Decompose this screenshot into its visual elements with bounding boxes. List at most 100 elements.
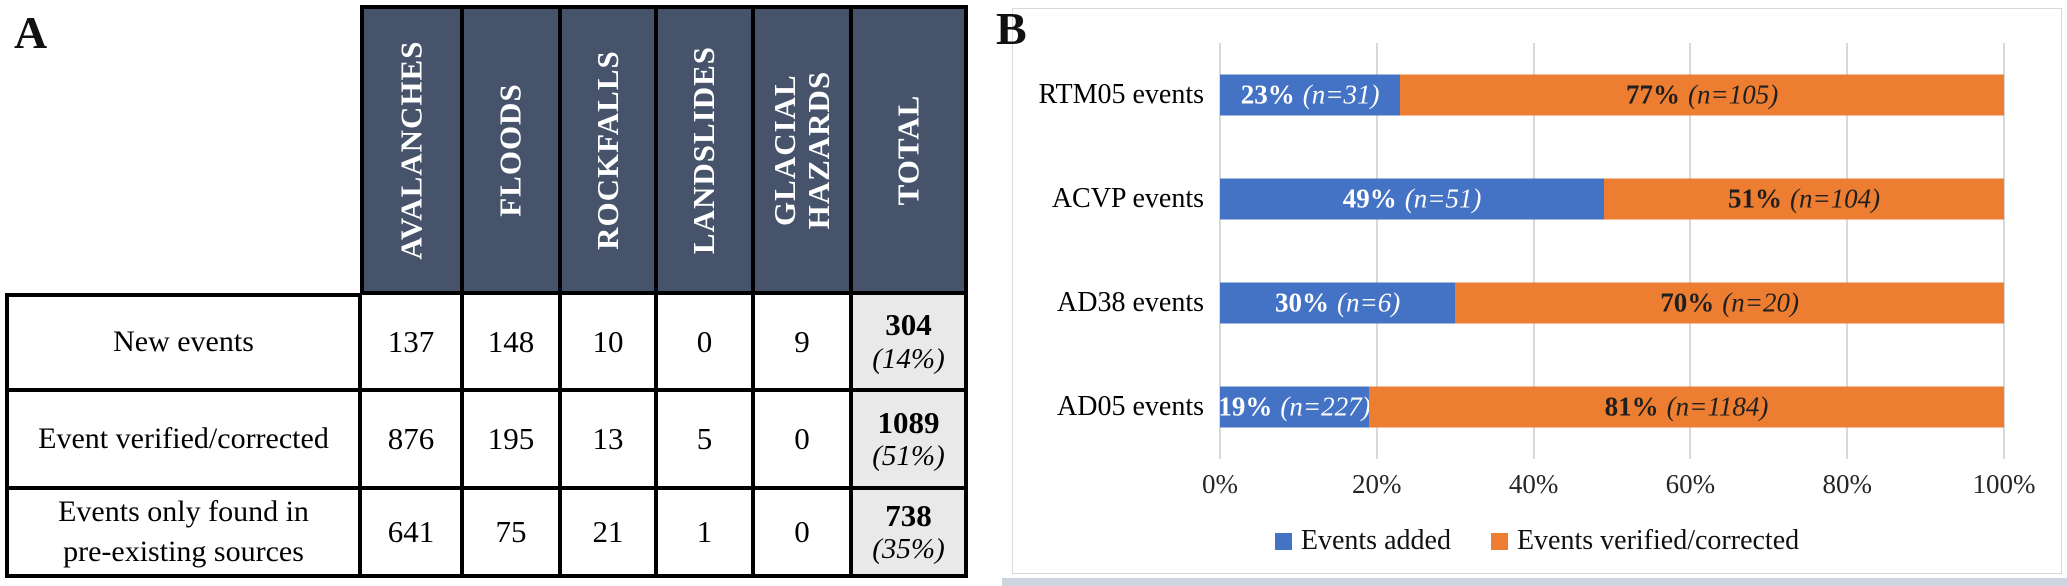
column-header-text: FLOODS	[492, 83, 528, 217]
column-header-text: AVALANCHES	[393, 40, 429, 260]
bar-label-percent: 30%	[1274, 287, 1329, 318]
category-label-ad05-events: AD05 events	[1057, 391, 1204, 422]
table-cell-avalanches-r3: 641	[360, 488, 462, 578]
x-tick-label-0: 0%	[1202, 469, 1238, 499]
table-cell-floods-r1: 148	[462, 293, 560, 390]
bar-segment-events-verified-corrected-acvp-events: 51% (n=104)	[1604, 178, 2004, 220]
table-cell-landslides-r1: 0	[656, 293, 753, 390]
column-header-text: GLACIAL HAZARDS	[766, 70, 836, 230]
category-label-acvp-events: ACVP events	[1051, 183, 1204, 214]
table-cell-rockfalls-r2: 13	[560, 390, 656, 488]
bar-row-ad05-events: 19% (n=227) 81% (n=1184)	[1218, 355, 2004, 459]
stacked-bar-acvp-events: 49% (n=51) 51% (n=104)	[1220, 178, 2004, 220]
column-header-text: TOTAL	[890, 94, 926, 206]
bar-row-rtm05-events: 23% (n=31) 77% (n=105)	[1220, 43, 2004, 147]
stacked-bar-ad38-events: 30% (n=6) 70% (n=20)	[1220, 282, 2004, 324]
gridline-0	[1219, 43, 1221, 459]
table-cell-rockfalls-r1: 10	[560, 293, 656, 390]
column-header-total: TOTAL	[851, 5, 968, 293]
gridline-20	[1375, 43, 1378, 459]
total-value: 738	[885, 497, 932, 533]
bar-label-count: (n=105)	[1688, 79, 1779, 110]
bar-segment-events-verified-corrected-ad38-events: 70% (n=20)	[1455, 282, 2004, 324]
column-header-text: LANDSLIDES	[686, 45, 722, 255]
bar-row-ad38-events: 30% (n=6) 70% (n=20)	[1220, 251, 2004, 355]
row-label-events-only-found-in-pre-existing-sources: Events only found in pre-existing source…	[5, 488, 360, 578]
table-cell-floods-r3: 75	[462, 488, 560, 578]
legend-label-events-added: Events added	[1300, 525, 1451, 556]
bar-segment-events-added-ad05-events: 19% (n=227)	[1218, 386, 1371, 428]
bar-label-percent: 77%	[1626, 79, 1681, 110]
x-tick-label-80: 80%	[1822, 469, 1872, 499]
bar-label: 70% (n=20)	[1660, 288, 1799, 319]
bar-segment-events-added-rtm05-events: 23% (n=31)	[1220, 74, 1401, 116]
panel-b-label: B	[996, 3, 1027, 54]
x-tick-label-20: 20%	[1352, 469, 1402, 499]
stacked-bar-ad05-events: 19% (n=227) 81% (n=1184)	[1218, 386, 2004, 428]
table-cell-rockfalls-r3: 21	[560, 488, 656, 578]
column-header-avalanches: AVALANCHES	[360, 5, 462, 293]
bar-label: 23% (n=31)	[1241, 80, 1380, 111]
bar-label: 30% (n=6)	[1275, 288, 1400, 319]
bar-label-count: (n=227)	[1280, 391, 1371, 422]
category-label-ad38-events: AD38 events	[1057, 287, 1204, 318]
bar-row-acvp-events: 49% (n=51) 51% (n=104)	[1220, 147, 2004, 251]
bar-label-percent: 51%	[1727, 183, 1782, 214]
bar-segment-events-verified-corrected-ad05-events: 81% (n=1184)	[1368, 386, 2004, 428]
bar-segment-events-verified-corrected-rtm05-events: 77% (n=105)	[1400, 74, 2004, 116]
column-header-glacial-hazards: GLACIAL HAZARDS	[753, 5, 851, 293]
gridline-100	[2003, 43, 2005, 459]
legend-swatch-events-verified-corrected	[1490, 532, 1508, 550]
column-header-landslides: LANDSLIDES	[656, 5, 753, 293]
column-header-text: ROCKFALLS	[589, 50, 625, 250]
total-cell-r1: 304 (14%)	[851, 293, 968, 390]
bar-label: 49% (n=51)	[1343, 184, 1482, 215]
column-header-floods: FLOODS	[462, 5, 560, 293]
bar-label: 81% (n=1184)	[1605, 392, 1769, 423]
panel-a-label: A	[14, 7, 48, 58]
bar-label-count: (n=104)	[1789, 183, 1881, 214]
gridline-40	[1532, 43, 1535, 459]
total-percent: (14%)	[872, 342, 945, 375]
table-cell-glacial-hazards-r3: 0	[753, 488, 851, 578]
total-percent: (35%)	[872, 533, 945, 566]
bar-label: 19% (n=227)	[1218, 392, 1370, 423]
bar-label-percent: 23%	[1240, 79, 1295, 110]
bar-label-count: (n=6)	[1336, 287, 1401, 318]
table-corner-blank	[5, 5, 360, 293]
table-cell-floods-r2: 195	[462, 390, 560, 488]
bar-label-count: (n=51)	[1404, 183, 1482, 214]
category-label-rtm05-events: RTM05 events	[1038, 79, 1204, 110]
x-tick-label-60: 60%	[1665, 469, 1716, 499]
total-cell-r3: 738 (35%)	[851, 488, 968, 578]
bar-label-count: (n=1184)	[1666, 391, 1769, 422]
x-tick-label-40: 40%	[1508, 469, 1559, 499]
stacked-bar-chart: RTM05 events 23% (n=31) 77% (n=105) ACVP even…	[1012, 8, 2062, 574]
chart-legend: Events added Events verified/corrected	[1013, 525, 2061, 557]
stacked-bar-rtm05-events: 23% (n=31) 77% (n=105)	[1220, 74, 2004, 116]
legend-swatch-events-added	[1274, 532, 1292, 550]
gridline-80	[1846, 43, 1849, 459]
total-percent: (51%)	[872, 440, 945, 473]
chart-shadow-strip	[1002, 578, 2067, 586]
bar-label-percent: 49%	[1342, 183, 1397, 214]
table-cell-glacial-hazards-r2: 0	[753, 390, 851, 488]
table-cell-landslides-r2: 5	[656, 390, 753, 488]
bar-label: 77% (n=105)	[1626, 80, 1778, 111]
bar-segment-events-added-ad38-events: 30% (n=6)	[1220, 282, 1456, 324]
table-cell-avalanches-r1: 137	[360, 293, 462, 390]
bar-label-count: (n=20)	[1722, 287, 1799, 318]
column-header-rockfalls: ROCKFALLS	[560, 5, 656, 293]
gridline-60	[1689, 43, 1692, 459]
legend-item-events-verified-corrected: Events verified/corrected	[1490, 525, 1799, 557]
table-cell-glacial-hazards-r1: 9	[753, 293, 851, 390]
total-value: 1089	[877, 404, 940, 440]
bar-label-count: (n=31)	[1302, 79, 1380, 110]
events-summary-table: AVALANCHES FLOODS ROCKFALLS LANDSLIDES GLACI…	[5, 5, 968, 578]
row-label-event-verified-corrected: Event verified/corrected	[5, 390, 360, 488]
table-cell-avalanches-r2: 876	[360, 390, 462, 488]
total-cell-r2: 1089 (51%)	[851, 390, 968, 488]
bar-label: 51% (n=104)	[1728, 184, 1880, 215]
legend-item-events-added: Events added	[1274, 525, 1451, 557]
